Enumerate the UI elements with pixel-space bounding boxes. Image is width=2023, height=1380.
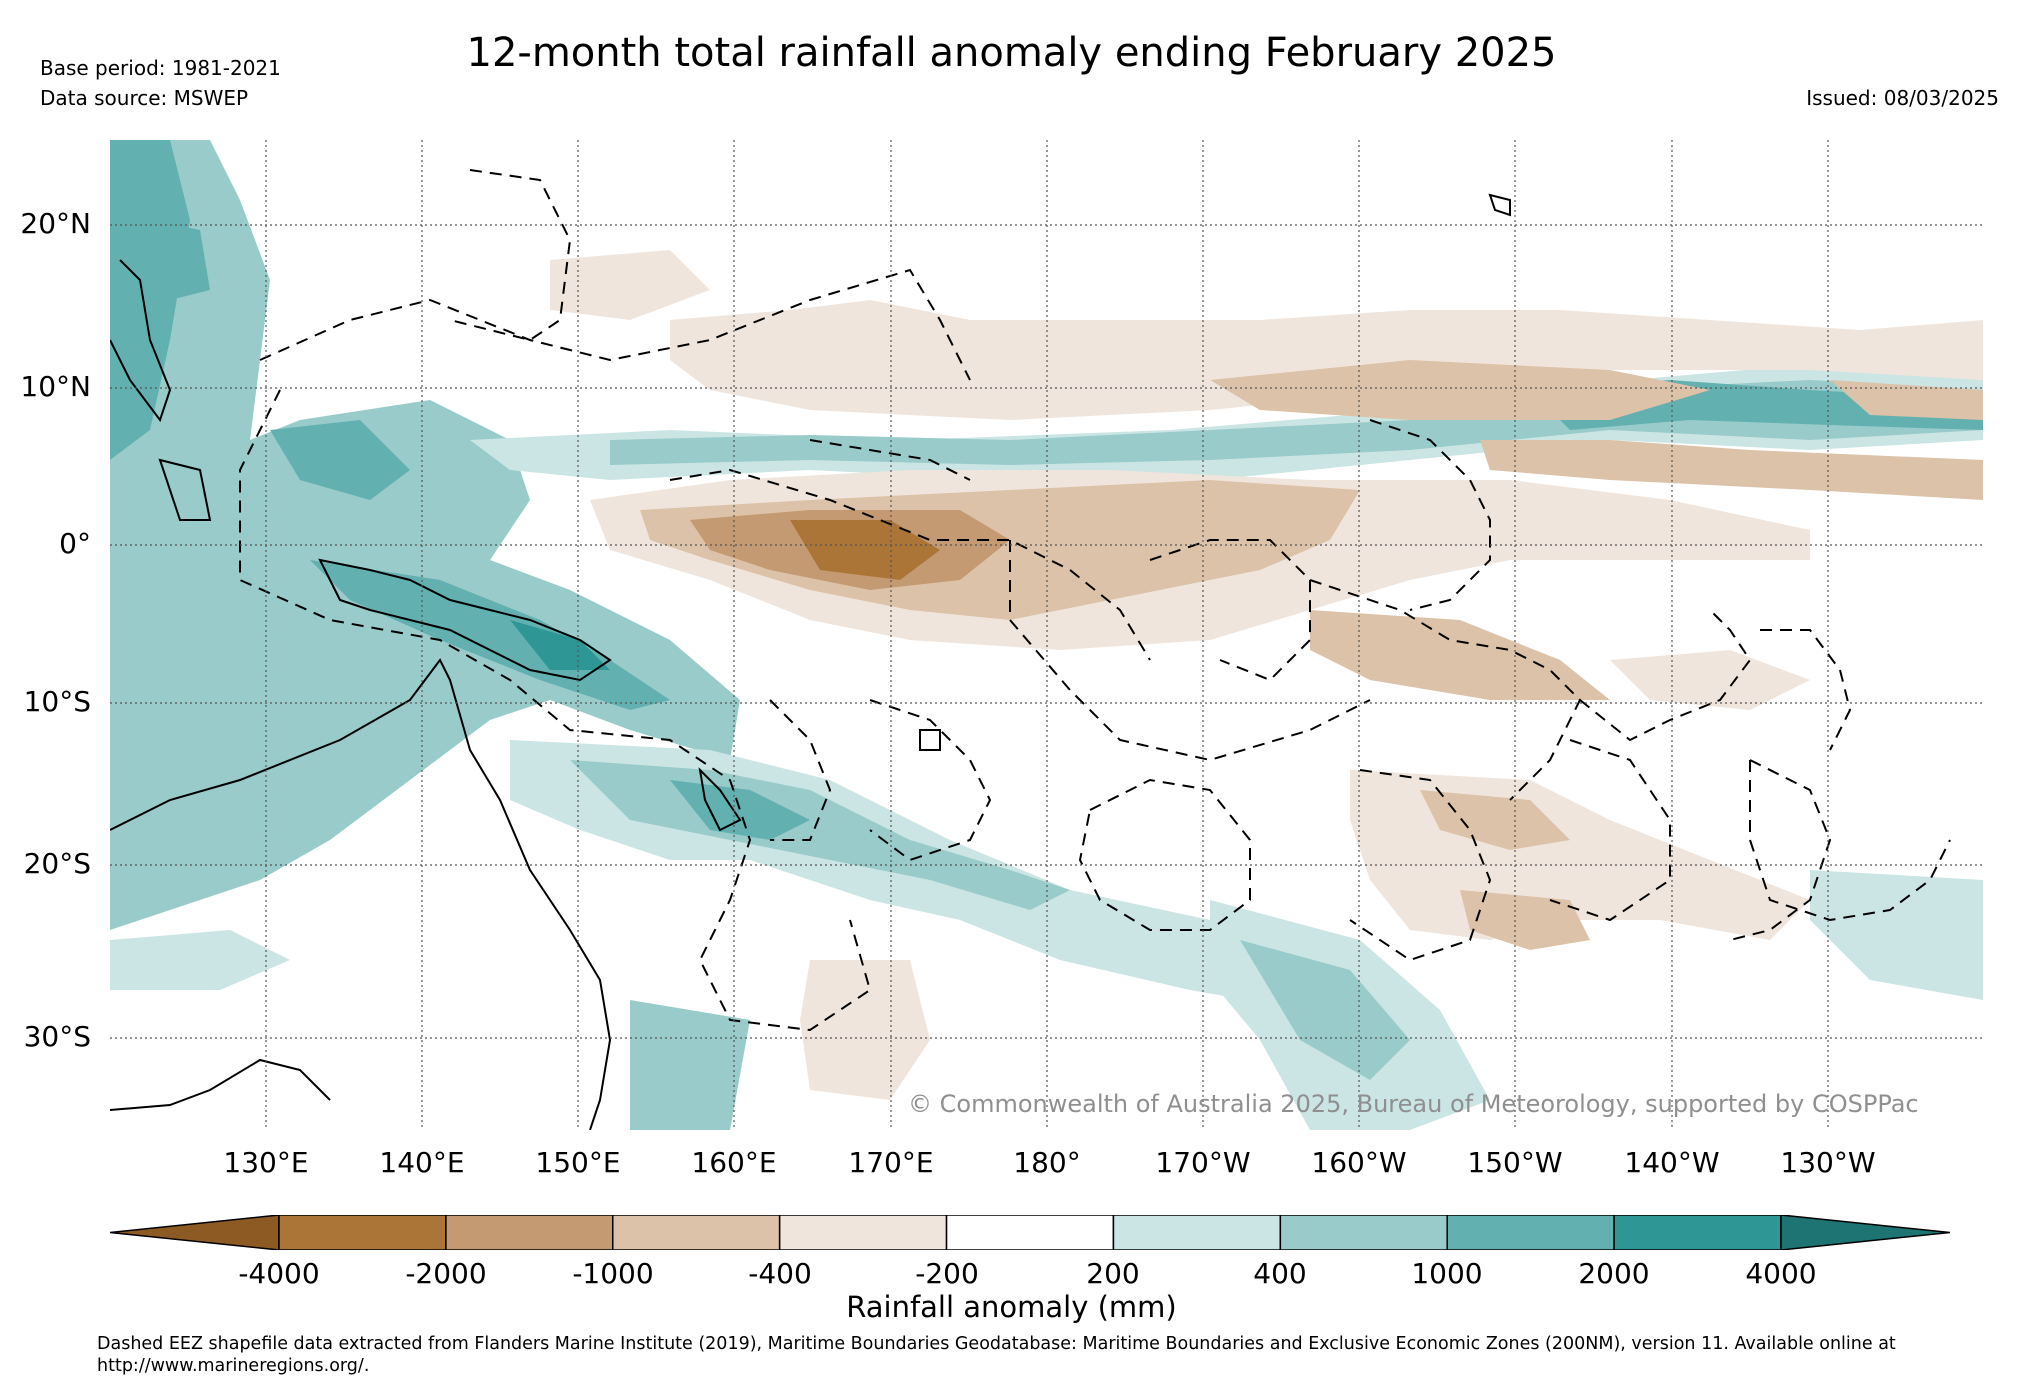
colorbar <box>110 1215 1950 1250</box>
footnote: Dashed EEZ shapefile data extracted from… <box>97 1334 1896 1376</box>
colorbar-tick: 400 <box>1253 1257 1307 1290</box>
colorbar-tick: 1000 <box>1411 1257 1483 1290</box>
colorbar-tick: -400 <box>748 1257 812 1290</box>
lon-label: 160°E <box>691 1146 777 1179</box>
copyright-notice: © Commonwealth of Australia 2025, Bureau… <box>908 1090 1919 1118</box>
eez-boundaries <box>239 169 1951 1032</box>
lat-label: 0° <box>59 527 91 560</box>
rainfall-anomaly-map <box>110 140 1983 1130</box>
lon-label: 170°E <box>848 1146 934 1179</box>
map-title: 12-month total rainfall anomaly ending F… <box>466 30 1557 76</box>
lat-label: 20°S <box>23 847 91 880</box>
lon-label: 140°E <box>379 1146 465 1179</box>
colorbar-bin <box>1112 1215 1282 1250</box>
colorbar-tick: -4000 <box>238 1257 320 1290</box>
lon-label: 130°E <box>223 1146 309 1179</box>
lat-label: 20°N <box>20 207 91 240</box>
colorbar-label: Rainfall anomaly (mm) <box>846 1290 1177 1324</box>
colorbar-tick: -1000 <box>572 1257 654 1290</box>
lat-label: 10°S <box>23 685 91 718</box>
colorbar-bin <box>612 1215 781 1250</box>
lat-label: 30°S <box>23 1020 91 1053</box>
lon-label: 160°W <box>1311 1146 1407 1179</box>
colorbar-bin <box>278 1215 447 1250</box>
colorbar-tick: 200 <box>1086 1257 1140 1290</box>
lon-label: 180° <box>1013 1146 1081 1179</box>
colorbar-bin <box>1279 1215 1448 1250</box>
colorbar-segments <box>110 1215 1950 1250</box>
data-source-note: Data source: MSWEP <box>40 86 249 110</box>
colorbar-bin <box>1613 1215 1782 1250</box>
lon-label: 170°W <box>1155 1146 1251 1179</box>
lon-label: 150°W <box>1467 1146 1563 1179</box>
colorbar-bin <box>1446 1215 1615 1250</box>
colorbar-tick: 2000 <box>1578 1257 1650 1290</box>
dry-anomaly-regions <box>550 250 1983 1100</box>
colorbar-bin <box>778 1215 948 1250</box>
colorbar-tick: 4000 <box>1745 1257 1817 1290</box>
colorbar-bin <box>945 1215 1115 1250</box>
colorbar-extend-high <box>1780 1215 1950 1250</box>
lon-label: 150°E <box>535 1146 621 1179</box>
coastlines <box>110 193 1511 1130</box>
colorbar-tick: -2000 <box>405 1257 487 1290</box>
lon-label: 130°W <box>1780 1146 1876 1179</box>
issued-date: Issued: 08/03/2025 <box>1806 86 1999 110</box>
base-period-note: Base period: 1981-2021 <box>40 56 281 80</box>
colorbar-bin <box>445 1215 614 1250</box>
graticule <box>110 140 1983 1130</box>
colorbar-extend-low <box>110 1215 280 1250</box>
lon-label: 140°W <box>1624 1146 1720 1179</box>
lat-label: 10°N <box>20 370 91 403</box>
colorbar-tick: -200 <box>915 1257 979 1290</box>
